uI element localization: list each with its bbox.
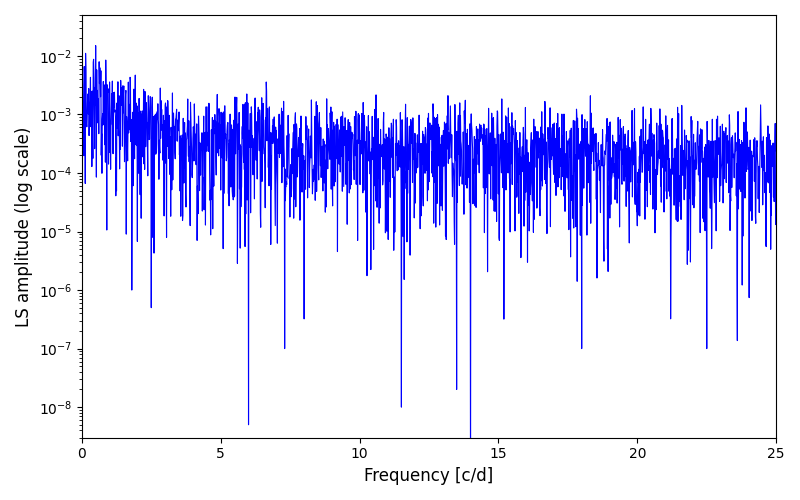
Y-axis label: LS amplitude (log scale): LS amplitude (log scale) [15,126,33,326]
X-axis label: Frequency [c/d]: Frequency [c/d] [364,467,494,485]
